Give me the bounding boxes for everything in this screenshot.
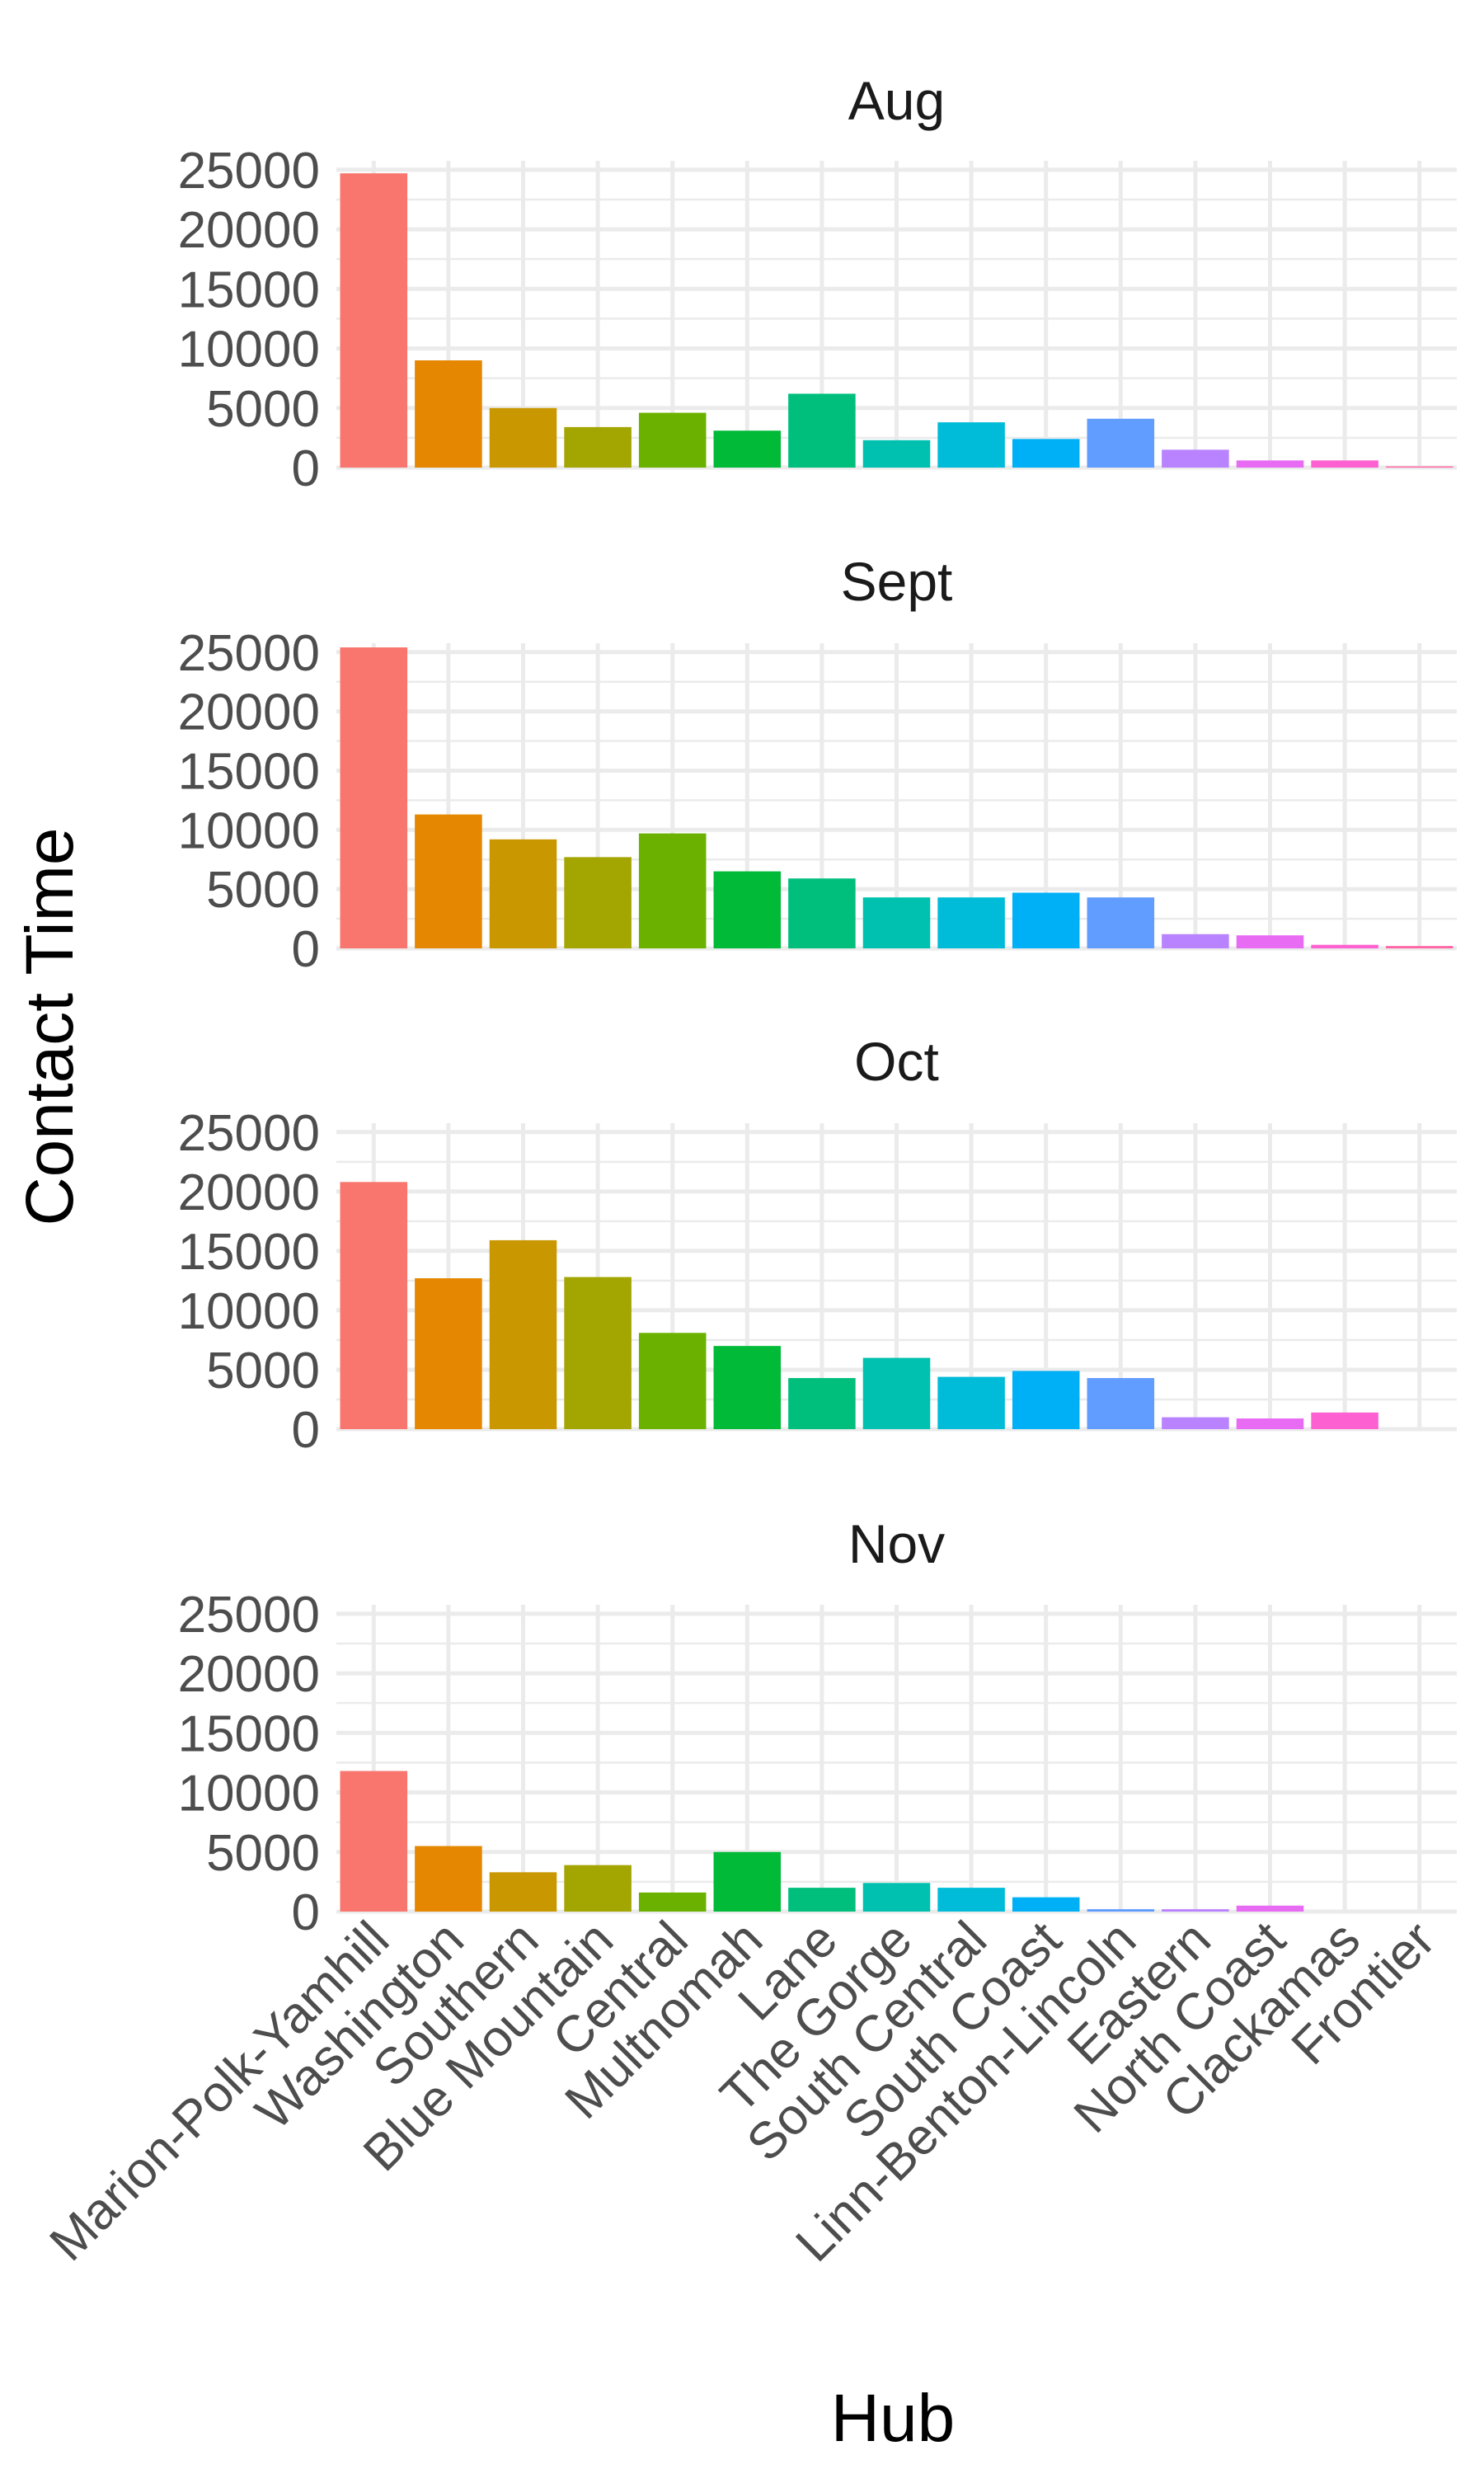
bar-washington xyxy=(415,814,482,948)
bar-the-gorge xyxy=(862,1357,931,1429)
bar-north-coast xyxy=(1236,460,1304,468)
y-tick-label: 0 xyxy=(292,1402,320,1459)
bar-marion-polk-yamhill xyxy=(340,173,408,468)
bar-marion-polk-yamhill xyxy=(340,1771,408,1912)
y-tick-label: 25000 xyxy=(178,143,320,200)
panel-title: Nov xyxy=(848,1513,945,1574)
y-tick-label: 10000 xyxy=(178,802,320,859)
y-tick-label: 10000 xyxy=(178,1283,320,1340)
y-tick-label: 15000 xyxy=(178,1224,320,1281)
y-tick-label: 25000 xyxy=(178,625,320,682)
x-axis-title: Hub xyxy=(831,2381,955,2456)
bar-linn-benton-lincoln xyxy=(1087,418,1155,468)
bar-blue-mountain xyxy=(564,857,632,948)
y-tick-label: 15000 xyxy=(178,261,320,318)
bar-south-coast xyxy=(1012,439,1080,468)
y-tick-label: 5000 xyxy=(206,862,320,919)
bar-south-coast xyxy=(1012,1897,1080,1912)
bar-the-gorge xyxy=(862,1883,931,1912)
bar-clackamas xyxy=(1311,944,1378,948)
bar-central xyxy=(638,833,707,948)
bar-multnomah xyxy=(713,430,782,468)
bar-south-central xyxy=(937,1888,1005,1912)
y-tick-label: 20000 xyxy=(178,684,320,741)
bar-blue-mountain xyxy=(564,1865,632,1912)
bar-washington xyxy=(415,1846,482,1912)
bar-lane xyxy=(788,1888,856,1912)
bar-eastern xyxy=(1162,1417,1229,1429)
bar-central xyxy=(638,1892,707,1912)
bar-south-central xyxy=(937,422,1005,468)
bar-lane xyxy=(788,1378,856,1429)
bar-lane xyxy=(788,878,856,948)
bar-clackamas xyxy=(1311,460,1378,468)
bar-south-central xyxy=(937,897,1005,948)
bar-marion-polk-yamhill xyxy=(340,1182,408,1429)
bar-multnomah xyxy=(713,1851,782,1912)
bar-southern xyxy=(489,1872,557,1912)
bar-washington xyxy=(415,360,482,468)
bar-linn-benton-lincoln xyxy=(1087,897,1155,948)
bar-clackamas xyxy=(1311,1412,1378,1429)
panels: Aug0500010000150002000025000Sept05000100… xyxy=(178,70,1457,1941)
y-tick-label: 20000 xyxy=(178,1646,320,1703)
bar-central xyxy=(638,412,707,468)
y-tick-label: 25000 xyxy=(178,1105,320,1162)
bar-multnomah xyxy=(713,871,782,948)
bar-the-gorge xyxy=(862,440,931,468)
y-tick-label: 15000 xyxy=(178,743,320,800)
panel-title: Sept xyxy=(841,551,953,612)
y-tick-label: 10000 xyxy=(178,1766,320,1823)
bar-marion-polk-yamhill xyxy=(340,647,408,948)
bar-central xyxy=(638,1333,707,1429)
x-tick-label: Marion-Polk-Yamhill xyxy=(39,1911,400,2272)
y-tick-label: 25000 xyxy=(178,1587,320,1644)
y-tick-label: 0 xyxy=(292,440,320,497)
y-tick-label: 0 xyxy=(292,1884,320,1941)
bar-eastern xyxy=(1162,1909,1229,1912)
bar-eastern xyxy=(1162,449,1229,468)
bar-southern xyxy=(489,839,557,948)
bar-frontier xyxy=(1385,946,1453,948)
x-axis-ticks: Marion-Polk-YamhillWashingtonSouthernBlu… xyxy=(39,1911,1445,2273)
bar-eastern xyxy=(1162,934,1229,948)
bar-multnomah xyxy=(713,1346,782,1429)
bar-north-coast xyxy=(1236,935,1304,948)
bar-south-central xyxy=(937,1376,1005,1429)
bar-frontier xyxy=(1385,466,1453,468)
panel-title: Aug xyxy=(848,70,945,131)
bar-linn-benton-lincoln xyxy=(1087,1909,1155,1912)
y-tick-label: 10000 xyxy=(178,322,320,379)
bar-southern xyxy=(489,1239,557,1429)
bar-blue-mountain xyxy=(564,426,632,468)
bar-lane xyxy=(788,393,856,468)
bar-north-coast xyxy=(1236,1418,1304,1429)
y-tick-label: 15000 xyxy=(178,1705,320,1762)
bar-north-coast xyxy=(1236,1905,1304,1912)
y-tick-label: 5000 xyxy=(206,1343,320,1399)
y-tick-label: 5000 xyxy=(206,1825,320,1882)
y-tick-label: 0 xyxy=(292,921,320,978)
y-tick-label: 20000 xyxy=(178,1164,320,1221)
y-tick-label: 5000 xyxy=(206,381,320,438)
y-axis-title: Contact Time xyxy=(12,827,87,1225)
bar-washington xyxy=(415,1278,482,1429)
bar-linn-benton-lincoln xyxy=(1087,1378,1155,1429)
bar-south-coast xyxy=(1012,892,1080,948)
panel-title: Oct xyxy=(854,1031,939,1092)
bar-blue-mountain xyxy=(564,1277,632,1429)
bar-southern xyxy=(489,407,557,468)
bar-the-gorge xyxy=(862,897,931,948)
y-tick-label: 20000 xyxy=(178,202,320,259)
bar-south-coast xyxy=(1012,1371,1080,1429)
